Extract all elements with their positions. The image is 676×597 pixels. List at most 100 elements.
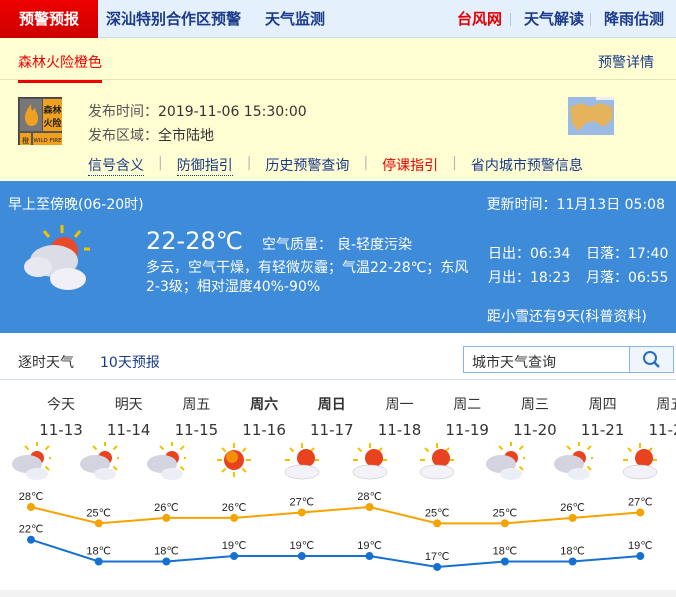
low-temp-label: 17℃: [425, 551, 450, 563]
date: 11-15: [174, 421, 219, 439]
temperature-chart: 28℃ 25℃ 26℃ 26℃ 27℃ 28℃ 25℃ 25℃ 26℃ 27℃ 22℃ 18℃ 18℃ 1…: [19, 491, 653, 571]
low-temp-label: 22℃: [19, 524, 44, 536]
low-temp-label: 19℃: [222, 540, 247, 552]
high-temp-point: [230, 513, 239, 522]
low-temp-label: 18℃: [493, 546, 518, 558]
high-temp-point: [94, 519, 103, 528]
tab-10day[interactable]: 10天预报: [100, 352, 160, 383]
search-icon: [643, 351, 660, 368]
city-search-input[interactable]: 城市天气查询: [472, 355, 556, 371]
link-province-warnings[interactable]: 省内城市预警信息: [470, 158, 583, 174]
link-defense-guide[interactable]: 防御指引: [176, 155, 233, 176]
date: 11-13: [39, 421, 83, 439]
high-temp-label: 25℃: [425, 507, 450, 519]
weekday: 周一: [385, 397, 414, 413]
partly-cloudy-icon: [485, 442, 525, 480]
date: 11-21: [580, 421, 625, 439]
low-temp-point: [568, 557, 577, 566]
date: 11-22: [648, 421, 676, 439]
low-temp-point: [162, 557, 171, 566]
low-temp-point: [94, 557, 103, 566]
divider: [510, 13, 511, 26]
sunny-cloud-icon: [352, 443, 387, 480]
divider: |: [246, 155, 252, 171]
low-temp-label: 19℃: [290, 540, 315, 552]
solar-term-link[interactable]: 距小雪还有9天(科普资料): [487, 309, 647, 325]
link-class-suspension[interactable]: 停课指引: [382, 158, 439, 174]
warning-detail-link[interactable]: 预警详情: [598, 55, 654, 71]
low-temp-point: [500, 557, 509, 566]
moonrise: 月出：18:23: [488, 270, 571, 286]
high-temp-point: [27, 503, 35, 511]
partly-cloudy-icon: [24, 225, 90, 290]
weekday: 周日: [317, 397, 346, 413]
sunny-cloud-icon: [419, 443, 455, 480]
svg-text:橙: 橙: [22, 136, 29, 145]
high-temp-point: [636, 508, 645, 517]
date: 11-18: [377, 421, 422, 439]
date: 11-20: [513, 421, 557, 439]
low-temp-label: 18℃: [560, 546, 585, 558]
svg-text:火险: 火险: [43, 117, 62, 129]
search-button[interactable]: [629, 347, 673, 372]
high-temp-line: [30, 505, 641, 525]
divider: |: [452, 155, 457, 171]
nav-tab-warning-forecast[interactable]: 预警预报: [0, 0, 98, 38]
high-temp-label: 28℃: [357, 491, 382, 503]
issue-time-label: 发布时间：: [88, 104, 158, 120]
nav-link-rainfall[interactable]: 降雨估测: [604, 10, 665, 28]
high-temp-point: [433, 519, 442, 528]
city-search: 城市天气查询: [463, 346, 674, 373]
date: 11-14: [106, 421, 151, 439]
link-history-query[interactable]: 历史预警查询: [265, 158, 350, 174]
link-signal-meaning[interactable]: 信号含义: [88, 155, 144, 176]
warning-tab[interactable]: 森林火险橙色: [18, 52, 102, 83]
issue-area-value: 全市陆地: [158, 128, 214, 144]
weekday: 周六: [250, 397, 279, 413]
issue-time-value: 2019-11-06 15:30:00: [158, 104, 307, 120]
weekday: 今天: [47, 397, 75, 413]
nav-link-typhoon[interactable]: 台风网: [457, 10, 503, 28]
weekday: 明天: [114, 397, 143, 413]
weekday: 周三: [520, 397, 549, 413]
low-temp-line: [30, 538, 641, 568]
air-quality-label: 空气质量：: [262, 237, 332, 253]
issue-area: 发布区域：全市陆地: [88, 125, 214, 145]
issue-area-label: 发布区域：: [88, 128, 158, 144]
divider: |: [158, 155, 163, 171]
high-temp-label: 25℃: [493, 507, 518, 519]
sunny-cloud-icon: [623, 443, 658, 480]
svg-text:WILD FIRE: WILD FIRE: [33, 138, 62, 144]
air-quality-value: 良-轻度污染: [337, 237, 413, 253]
today-weather-panel: 早上至傍晚(06-20时) 更新时间：11月13日 05:08 22-28℃ 空…: [0, 181, 676, 333]
warning-panel: 森林火险橙色 预警详情 森林 火险 橙 WILD FIRE 发布时间：2019-…: [0, 38, 676, 181]
weather-description: 多云，空气干燥，有轻微灰霾；气温22-28℃；东风2-3级；相对湿度40%-90…: [146, 260, 469, 295]
divider: [590, 13, 591, 26]
high-temp-label: 26℃: [222, 502, 247, 514]
partly-cloudy-icon: [79, 442, 119, 480]
sunset: 日落：17:40: [586, 246, 669, 262]
date: 11-19: [445, 421, 489, 439]
low-temp-point: [433, 562, 442, 571]
warning-tabbar: 森林火险橙色 预警详情: [0, 38, 676, 83]
sunny-icon: [217, 443, 252, 477]
issue-time: 发布时间：2019-11-06 15:30:00: [88, 101, 307, 121]
svg-text:森林: 森林: [43, 104, 62, 116]
sunny-cloud-icon: [284, 443, 320, 480]
wildfire-orange-badge-icon: 森林 火险 橙 WILD FIRE: [18, 97, 62, 145]
nav-link-shenshan[interactable]: 深汕特别合作区预警: [106, 10, 242, 28]
weekday: 周五: [182, 397, 211, 413]
high-temp-point: [297, 508, 306, 517]
weekday: 周五: [656, 397, 676, 413]
low-temp-point: [27, 535, 35, 544]
tab-hourly[interactable]: 逐时天气: [18, 355, 74, 371]
high-temp-point: [500, 519, 509, 528]
warning-map-thumbnail[interactable]: [568, 97, 614, 135]
low-temp-point: [636, 552, 645, 561]
temp-range: 22-28℃: [146, 227, 243, 255]
date: 11-17: [310, 421, 354, 439]
high-temp-point: [162, 513, 171, 522]
divider: |: [363, 155, 369, 171]
nav-link-monitoring[interactable]: 天气监测: [265, 10, 326, 28]
nav-link-interpretation[interactable]: 天气解读: [524, 10, 585, 28]
